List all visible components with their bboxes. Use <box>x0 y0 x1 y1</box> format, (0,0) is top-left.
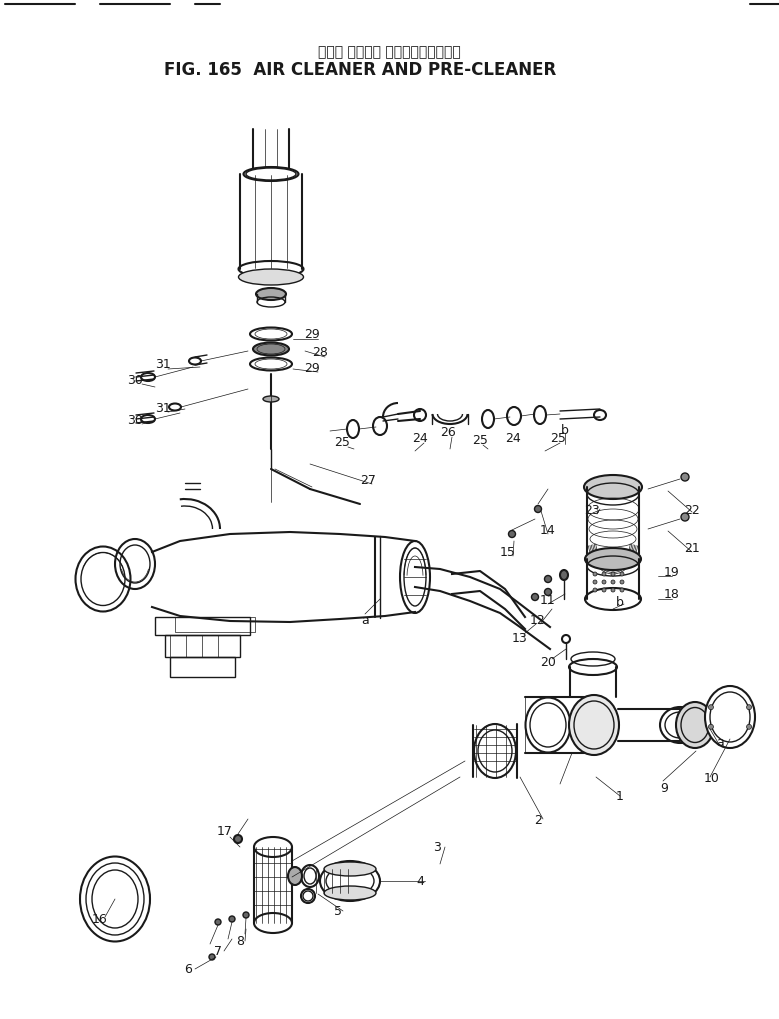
Text: 21: 21 <box>684 541 700 554</box>
Ellipse shape <box>320 861 380 901</box>
Text: b: b <box>561 423 569 436</box>
Ellipse shape <box>611 581 615 585</box>
Ellipse shape <box>602 581 606 585</box>
Text: 14: 14 <box>540 523 556 536</box>
Text: 24: 24 <box>412 431 428 444</box>
Ellipse shape <box>746 705 752 710</box>
Text: 28: 28 <box>312 345 328 358</box>
Text: 4: 4 <box>416 874 424 888</box>
Text: b: b <box>616 595 624 608</box>
Ellipse shape <box>593 573 597 577</box>
Text: 29: 29 <box>304 361 320 374</box>
Text: 1: 1 <box>616 790 624 803</box>
Ellipse shape <box>545 576 552 583</box>
Bar <box>170 657 235 678</box>
Ellipse shape <box>560 571 568 581</box>
Text: 5: 5 <box>334 905 342 917</box>
Text: 22: 22 <box>684 503 700 516</box>
Bar <box>175 618 255 633</box>
Text: 19: 19 <box>664 565 680 578</box>
Ellipse shape <box>584 476 642 499</box>
Bar <box>165 636 240 657</box>
Text: 16: 16 <box>92 913 108 925</box>
Text: 9: 9 <box>660 781 668 794</box>
Ellipse shape <box>209 954 215 960</box>
Ellipse shape <box>569 695 619 755</box>
Text: 15: 15 <box>500 545 516 558</box>
Ellipse shape <box>288 867 302 886</box>
Text: 30: 30 <box>127 373 143 386</box>
Text: 13: 13 <box>512 631 528 644</box>
Text: 2: 2 <box>534 813 542 825</box>
Ellipse shape <box>509 531 516 538</box>
Text: 30: 30 <box>127 413 143 426</box>
Ellipse shape <box>746 725 752 730</box>
Text: 8: 8 <box>236 934 244 948</box>
Ellipse shape <box>602 573 606 577</box>
Ellipse shape <box>253 343 289 357</box>
Text: 6: 6 <box>184 963 192 975</box>
Text: a: a <box>716 735 724 748</box>
Ellipse shape <box>708 705 714 710</box>
Text: 27: 27 <box>360 473 376 486</box>
Ellipse shape <box>238 270 304 285</box>
Text: 12: 12 <box>530 612 546 626</box>
Ellipse shape <box>243 912 249 918</box>
Text: 10: 10 <box>704 770 720 784</box>
Text: a: a <box>361 612 369 626</box>
Ellipse shape <box>474 725 516 779</box>
Ellipse shape <box>681 514 689 522</box>
Ellipse shape <box>531 594 538 601</box>
Text: 25: 25 <box>334 435 350 448</box>
Ellipse shape <box>593 581 597 585</box>
Ellipse shape <box>611 588 615 592</box>
Ellipse shape <box>681 474 689 482</box>
Ellipse shape <box>256 288 286 301</box>
Ellipse shape <box>215 919 221 925</box>
Text: 26: 26 <box>440 425 456 438</box>
Text: 24: 24 <box>505 431 521 444</box>
Ellipse shape <box>708 725 714 730</box>
Ellipse shape <box>324 862 376 876</box>
Ellipse shape <box>534 506 541 513</box>
Ellipse shape <box>324 887 376 900</box>
Text: エアー クリーナ およびプリクリーナ: エアー クリーナ およびプリクリーナ <box>318 45 460 59</box>
Text: 18: 18 <box>664 588 680 601</box>
Ellipse shape <box>246 169 296 180</box>
Text: 31: 31 <box>155 358 171 371</box>
Text: 3: 3 <box>433 841 441 854</box>
Ellipse shape <box>676 702 714 748</box>
Ellipse shape <box>234 836 242 843</box>
Ellipse shape <box>611 573 615 577</box>
Ellipse shape <box>585 548 641 571</box>
Ellipse shape <box>620 588 624 592</box>
Text: 25: 25 <box>550 431 566 444</box>
Text: 25: 25 <box>472 433 488 446</box>
Ellipse shape <box>620 581 624 585</box>
Ellipse shape <box>80 857 150 942</box>
Text: 20: 20 <box>540 655 556 667</box>
Bar <box>155 618 250 636</box>
Text: FIG. 165  AIR CLEANER AND PRE-CLEANER: FIG. 165 AIR CLEANER AND PRE-CLEANER <box>164 61 556 78</box>
Text: 23: 23 <box>584 503 600 516</box>
Text: 17: 17 <box>217 824 233 838</box>
Ellipse shape <box>620 573 624 577</box>
Text: 31: 31 <box>155 401 171 414</box>
Text: 11: 11 <box>540 593 556 606</box>
Text: 7: 7 <box>214 945 222 958</box>
Ellipse shape <box>545 589 552 596</box>
Text: 29: 29 <box>304 328 320 341</box>
Ellipse shape <box>229 916 235 922</box>
Ellipse shape <box>244 168 298 181</box>
Ellipse shape <box>263 396 279 403</box>
Ellipse shape <box>602 588 606 592</box>
Ellipse shape <box>593 588 597 592</box>
Ellipse shape <box>705 687 755 748</box>
